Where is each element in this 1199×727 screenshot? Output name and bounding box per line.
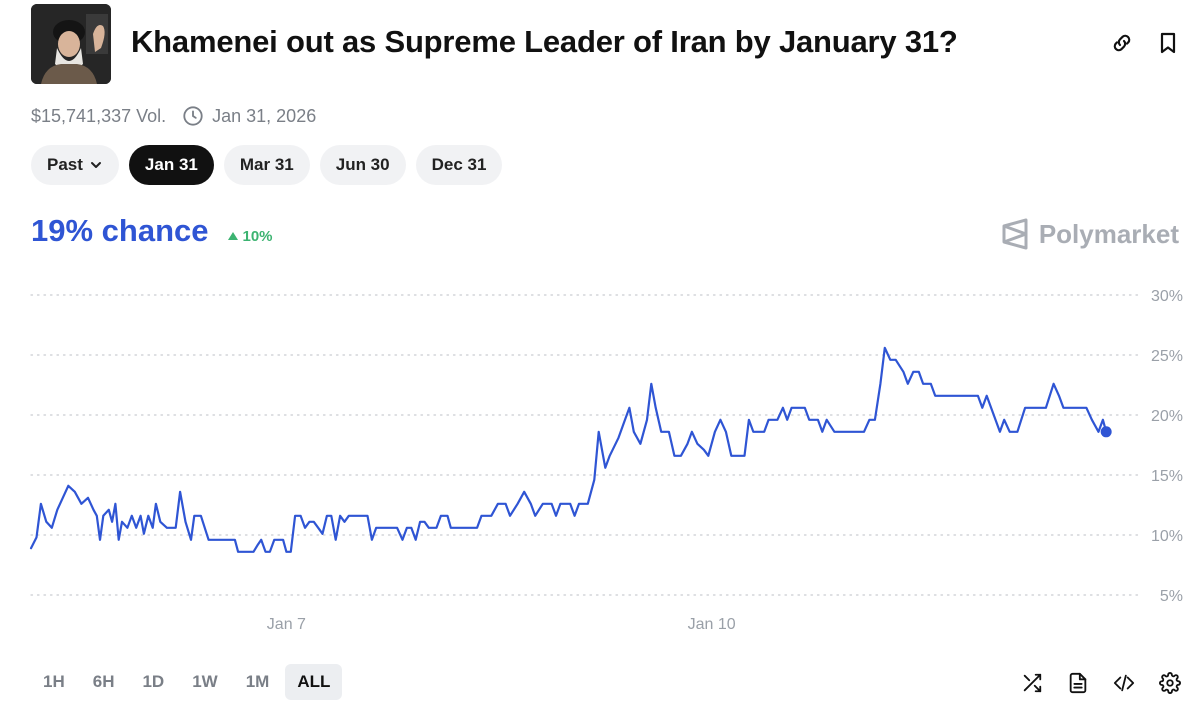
market-meta: $15,741,337 Vol. Jan 31, 2026	[31, 105, 316, 127]
range-1d[interactable]: 1D	[142, 672, 165, 691]
chance-display: 19% chance 10%	[31, 213, 273, 249]
brand-name: Polymarket	[1038, 218, 1179, 249]
y-tick-label: 15%	[1151, 468, 1183, 485]
portrait-avatar	[31, 4, 111, 84]
chance-change: 10%	[227, 228, 273, 245]
y-tick-label: 20%	[1151, 408, 1183, 425]
end-date-text: Jan 31, 2026	[212, 105, 317, 126]
avatar	[31, 4, 111, 84]
link-icon	[1113, 34, 1131, 52]
date-pill-dec-31[interactable]: Dec 31	[415, 145, 503, 185]
time-range-selector: 1H 6H 1D 1W 1M ALL	[31, 664, 343, 700]
settings-button[interactable]	[1157, 670, 1183, 696]
date-pill-jun-30[interactable]: Jun 30	[319, 145, 406, 185]
bookmark-button[interactable]	[1155, 30, 1181, 56]
range-1h[interactable]: 1H	[43, 672, 65, 691]
polymarket-brand: Polymarket	[1001, 218, 1179, 250]
bookmark-icon	[1160, 32, 1176, 54]
clock-icon	[182, 105, 204, 127]
document-icon	[1069, 672, 1087, 694]
x-tick-label: Jan 7	[267, 616, 306, 633]
polymarket-logo-icon	[1002, 218, 1028, 250]
x-tick-label: Jan 10	[688, 616, 736, 633]
series-line	[29, 346, 1108, 553]
last-point-marker	[1100, 426, 1112, 438]
chance-change-value: 10%	[242, 227, 273, 245]
range-1w[interactable]: 1W	[192, 672, 218, 691]
shuffle-button[interactable]	[1019, 670, 1045, 696]
price-chart[interactable]: 30% 25% 20% 15% 10% 5% Jan 7 Jan 10	[0, 270, 1199, 640]
y-tick-label: 30%	[1151, 288, 1183, 305]
volume-text: $15,741,337 Vol.	[31, 105, 167, 126]
date-pills: Past Jan 31 Mar 31 Jun 30 Dec 31	[31, 145, 503, 185]
past-label: Past	[47, 155, 83, 174]
date-pill-jan-31[interactable]: Jan 31	[128, 145, 214, 185]
document-button[interactable]	[1065, 670, 1091, 696]
embed-code-button[interactable]	[1111, 670, 1137, 696]
past-dropdown[interactable]: Past	[31, 145, 119, 185]
triangle-up-icon	[227, 232, 238, 240]
chart-tools	[1019, 670, 1183, 696]
range-6h[interactable]: 6H	[92, 672, 115, 691]
range-1m[interactable]: 1M	[245, 672, 270, 691]
range-all[interactable]: ALL	[285, 664, 343, 700]
y-tick-label: 10%	[1151, 528, 1183, 545]
y-tick-label: 5%	[1160, 588, 1183, 605]
chance-value: 19% chance	[31, 213, 209, 248]
gear-icon	[1159, 672, 1181, 694]
shuffle-icon	[1023, 673, 1042, 693]
chevron-down-icon	[90, 162, 101, 168]
date-pill-mar-31[interactable]: Mar 31	[223, 145, 310, 185]
link-button[interactable]	[1109, 30, 1135, 56]
market-title: Khamenei out as Supreme Leader of Iran b…	[131, 24, 958, 59]
code-icon	[1113, 674, 1135, 692]
y-tick-label: 25%	[1151, 348, 1183, 365]
